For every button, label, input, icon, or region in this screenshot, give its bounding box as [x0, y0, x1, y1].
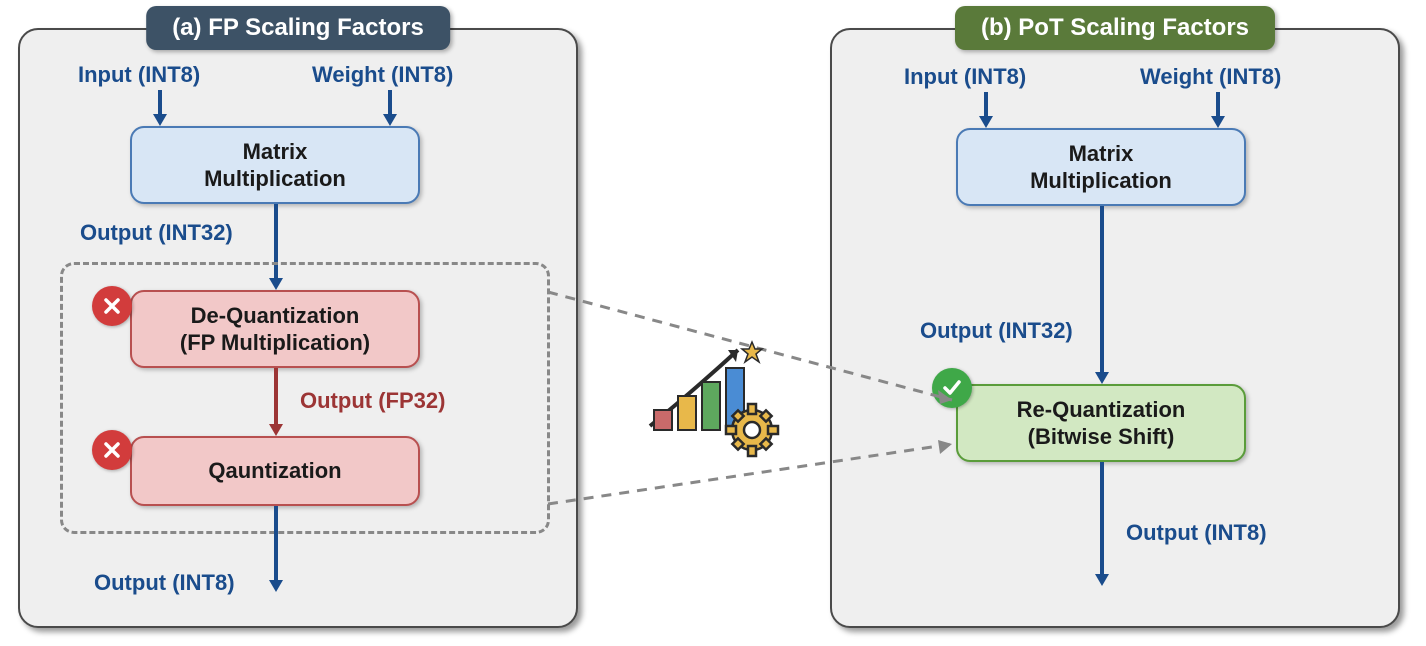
connector-top: [0, 0, 1426, 646]
improvement-icon: [642, 332, 792, 462]
